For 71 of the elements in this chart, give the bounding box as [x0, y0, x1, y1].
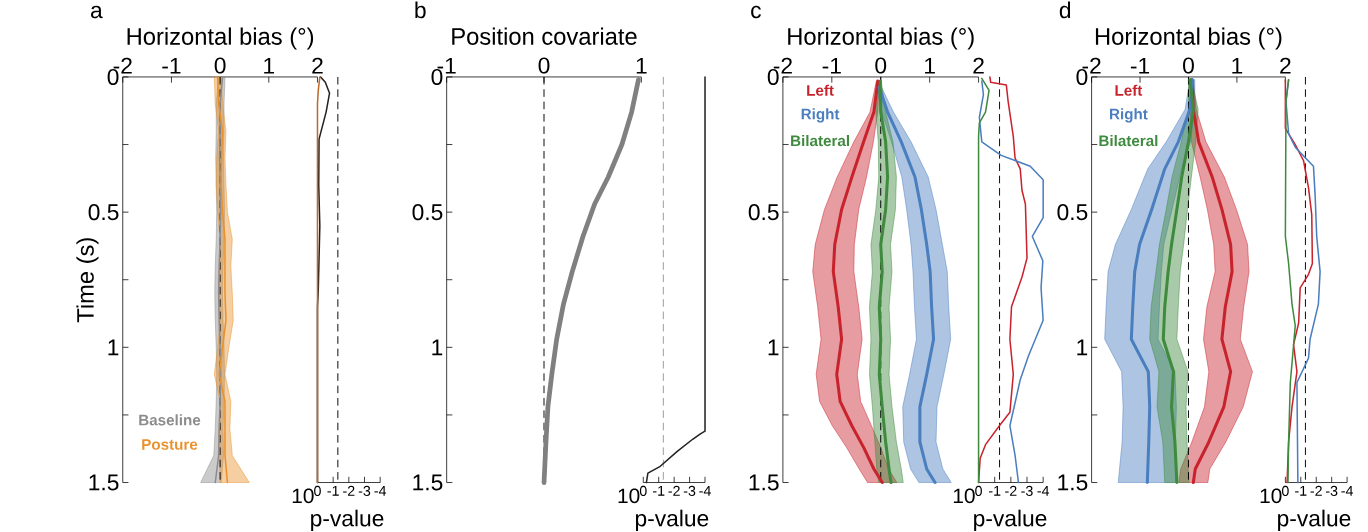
- x-tick-label: -1: [162, 57, 181, 74]
- x-axis-title: p-value: [1278, 509, 1351, 531]
- y-tick-label: 1.5: [749, 474, 779, 491]
- x-tick-label: -1: [989, 485, 1001, 496]
- x-axis-title: p-value: [635, 509, 709, 531]
- y-tick-label: 0.5: [412, 204, 443, 221]
- x-tick-label: 1: [636, 57, 647, 74]
- text: 10: [1260, 488, 1282, 504]
- chart-title: b: [415, 1, 426, 19]
- x-tick-label: -3: [1325, 485, 1338, 497]
- x-tick-label: -2: [668, 485, 680, 496]
- y-tick-label: 1: [1077, 339, 1088, 356]
- x-axis-title: p-value: [311, 509, 384, 531]
- x-tick-label: -1: [822, 57, 841, 74]
- y-tick-label: 0.5: [88, 204, 119, 221]
- x-tick-label: 0: [214, 57, 226, 74]
- x-tick-label: -4: [699, 485, 711, 496]
- y-tick-label: 1.5: [413, 474, 443, 491]
- x-tick-label: -3: [1021, 485, 1033, 497]
- y-tick-label: 1: [108, 339, 119, 356]
- x-axis-title: Position covariate: [452, 27, 637, 45]
- y-axis-title: Time (s): [76, 238, 99, 323]
- x-tick-label: 2: [312, 57, 323, 74]
- series-label: Baseline: [139, 414, 201, 426]
- text: Right: [801, 108, 840, 123]
- y-tick-label: 0.5: [748, 204, 779, 221]
- x-axis-title: Horizontal bias (°): [788, 27, 974, 50]
- x-tick-label: 1: [925, 57, 935, 74]
- x-tick-label: 1: [1232, 57, 1243, 74]
- x-tick-label: 0: [975, 485, 982, 497]
- text: 10: [292, 488, 314, 504]
- text: Left: [1115, 84, 1143, 96]
- x-tick-label: -1: [327, 485, 339, 496]
- text: 10: [618, 488, 640, 504]
- series-label: Bilateral: [1099, 135, 1158, 147]
- y-tick-label: 1.5: [89, 474, 119, 491]
- x-tick-label: -1: [653, 485, 665, 496]
- x-tick-label: -4: [374, 485, 387, 496]
- text: Left: [807, 84, 834, 96]
- x-tick-label: 1: [264, 57, 275, 74]
- x-axis-title: Horizontal bias (°): [127, 27, 314, 50]
- x-tick-label: 2: [1280, 57, 1291, 74]
- x-tick-label: 0: [1281, 485, 1289, 497]
- x-tick-label: -3: [683, 485, 696, 497]
- chart-title: a: [90, 5, 103, 19]
- x-tick-label: -4: [1341, 485, 1354, 496]
- x-tick-label: 2: [973, 57, 984, 74]
- x-tick-label: -3: [358, 485, 371, 497]
- x-tick-label: -2: [343, 485, 355, 496]
- y-tick-label: 1: [768, 339, 779, 356]
- x-axis-title: Horizontal bias (°): [1095, 27, 1282, 50]
- chart-title: c: [751, 5, 761, 19]
- x-tick-label: 0: [1183, 57, 1194, 74]
- text: Right: [1110, 108, 1148, 123]
- y-tick-label: 1.5: [1058, 474, 1088, 491]
- x-tick-label: 0: [314, 485, 321, 497]
- x-tick-label: 0: [875, 57, 887, 74]
- y-tick-label: 1: [432, 339, 443, 356]
- x-tick-label: -1: [1130, 57, 1150, 74]
- x-tick-label: -4: [1037, 485, 1050, 496]
- x-tick-label: -2: [1005, 485, 1017, 496]
- x-tick-label: -1: [1295, 485, 1307, 496]
- text: 10: [953, 488, 975, 504]
- series-label: Posture: [142, 439, 198, 450]
- x-tick-label: 0: [639, 485, 647, 497]
- x-tick-label: -2: [1310, 485, 1322, 496]
- y-tick-label: 0.5: [1057, 204, 1088, 221]
- text: Bilateral: [791, 135, 849, 147]
- x-tick-label: 0: [538, 57, 550, 74]
- x-axis-title: p-value: [974, 509, 1047, 531]
- chart-title: d: [1059, 1, 1071, 19]
